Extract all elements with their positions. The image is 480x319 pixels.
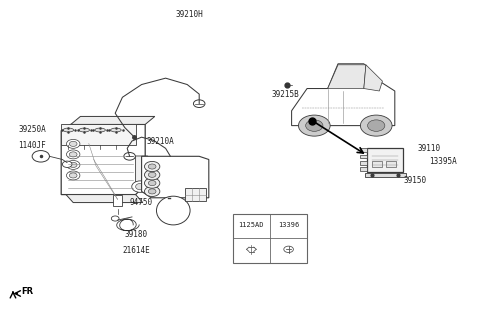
Circle shape [70,162,77,167]
Text: 13395A: 13395A [430,157,457,166]
Text: 13396: 13396 [278,222,299,228]
Circle shape [67,139,80,148]
Text: 39150: 39150 [403,176,426,185]
Bar [360,148,367,152]
Polygon shape [142,156,209,198]
Circle shape [193,100,205,108]
Circle shape [148,164,156,169]
Bar [367,148,403,172]
Polygon shape [61,124,145,195]
Bar [360,167,367,171]
Circle shape [67,150,80,159]
Ellipse shape [110,128,121,132]
Circle shape [148,172,156,177]
Text: 39210H: 39210H [175,10,203,19]
Text: 39250A: 39250A [18,125,46,134]
Ellipse shape [95,128,106,132]
Circle shape [360,115,392,136]
Circle shape [67,171,80,180]
Circle shape [67,160,80,169]
Circle shape [144,170,160,180]
Polygon shape [66,195,143,203]
Circle shape [111,216,119,221]
Circle shape [144,178,160,188]
Circle shape [144,186,160,197]
Polygon shape [136,156,148,184]
Circle shape [306,120,323,131]
Bar [386,161,396,167]
Circle shape [299,115,330,136]
Circle shape [124,152,135,160]
Bar [185,188,206,201]
Bar [372,161,382,167]
Bar [360,155,367,159]
Text: 1140JF: 1140JF [18,141,46,150]
Circle shape [70,152,77,157]
Bar [360,161,367,165]
Circle shape [62,161,72,167]
Circle shape [70,141,77,146]
Bar [233,214,307,263]
Circle shape [148,189,156,194]
Polygon shape [364,65,383,91]
Circle shape [148,181,156,186]
Text: 39215B: 39215B [271,90,299,99]
Text: 39180: 39180 [125,230,148,239]
Ellipse shape [156,196,190,225]
Text: 94750: 94750 [130,198,153,207]
Circle shape [32,151,49,162]
Circle shape [135,183,145,190]
Circle shape [70,173,77,178]
Text: 1125AD: 1125AD [239,222,264,228]
Circle shape [368,120,385,131]
Ellipse shape [79,128,90,132]
Text: 21614E: 21614E [122,246,150,255]
Circle shape [144,161,160,172]
Polygon shape [291,64,395,126]
Polygon shape [328,65,366,88]
Bar [61,124,135,145]
Polygon shape [71,116,155,124]
Text: 39110: 39110 [418,144,441,153]
Text: 39210A: 39210A [146,137,174,146]
Bar [113,195,122,206]
Bar [365,173,406,177]
Text: FR: FR [21,287,33,296]
Circle shape [132,181,149,192]
Ellipse shape [63,128,74,132]
